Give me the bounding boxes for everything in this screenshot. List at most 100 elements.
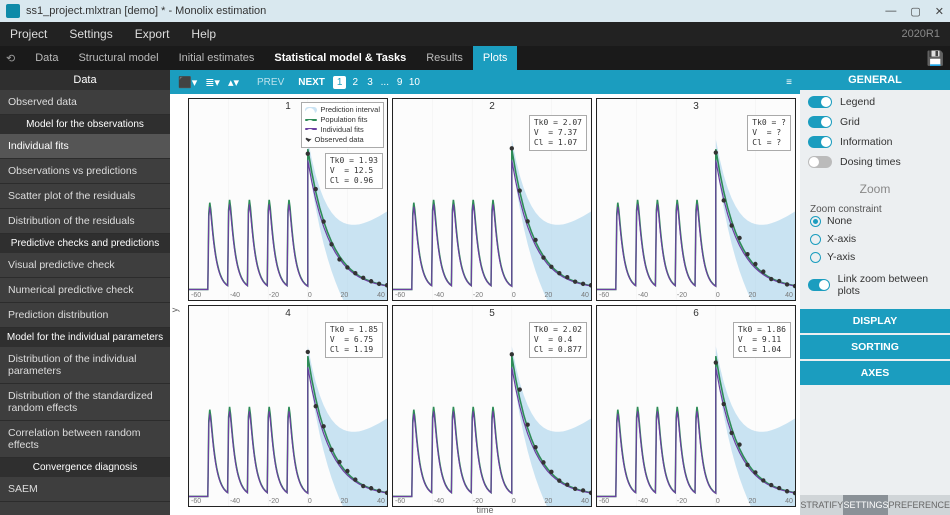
radio-label-y-axis: Y-axis: [827, 251, 855, 263]
radio-x-axis[interactable]: [810, 234, 821, 245]
hamburger-icon[interactable]: ≡: [786, 77, 792, 88]
radio-none[interactable]: [810, 216, 821, 227]
menu-export[interactable]: Export: [135, 27, 170, 41]
save-icon[interactable]: 💾: [927, 50, 944, 67]
sidebar-item-correlation-between-random-effects[interactable]: Correlation between random effects: [0, 421, 170, 458]
plot-info-box: Tk0 = 2.02 V = 0.4 Cl = 0.877: [529, 322, 587, 358]
sidebar-item-distribution-of-the-residuals[interactable]: Distribution of the residuals: [0, 209, 170, 234]
x-ticks: -60-40-2002040: [597, 292, 795, 299]
settings-general-header: GENERAL: [800, 70, 950, 90]
plot-panel-1[interactable]: 1Tk0 = 1.93 V = 12.5 Cl = 0.96Prediction…: [188, 98, 388, 301]
app-icon: [6, 4, 20, 18]
toggle-legend[interactable]: [808, 96, 832, 108]
section-axes[interactable]: AXES: [800, 361, 950, 385]
tab-data[interactable]: Data: [25, 46, 68, 70]
sidebar-item-distribution-of-the-individual-parameters[interactable]: Distribution of the individual parameter…: [0, 347, 170, 384]
list-icon[interactable]: ≣▾: [205, 76, 220, 89]
bottom-tabs: STRATIFY SETTINGS PREFERENCE: [800, 495, 950, 515]
back-icon[interactable]: ⟲: [6, 52, 15, 65]
sidebar-item-distribution-of-the-standardized-random-effects[interactable]: Distribution of the standardized random …: [0, 384, 170, 421]
plot-title: 5: [489, 308, 495, 319]
sidebar-item-saem[interactable]: SAEM: [0, 477, 170, 502]
plot-toolbar: ⬛▾ ≣▾ ▴▾ PREV NEXT 1 2 3 ... 9 10 ≡: [170, 70, 800, 94]
toggle-label-information: Information: [840, 136, 893, 148]
toggle-information[interactable]: [808, 136, 832, 148]
sidebar-cat-predictive-checks-and-predictions: Predictive checks and predictions: [0, 234, 170, 253]
plot-area: ⬛▾ ≣▾ ▴▾ PREV NEXT 1 2 3 ... 9 10 ≡ y ti…: [170, 70, 800, 515]
x-ticks: -60-40-2002040: [189, 292, 387, 299]
window-title: ss1_project.mlxtran [demo] * - Monolix e…: [26, 5, 266, 17]
plot-info-box: Tk0 = 2.07 V = 7.37 Cl = 1.07: [529, 115, 587, 151]
plot-panel-6[interactable]: 6Tk0 = 1.86 V = 9.11 Cl = 1.04-60-40-200…: [596, 305, 796, 508]
page-2[interactable]: 2: [349, 77, 361, 88]
zoom-header: Zoom: [800, 174, 950, 204]
tab-initial-estimates[interactable]: Initial estimates: [169, 46, 265, 70]
tab-structural-model[interactable]: Structural model: [68, 46, 168, 70]
x-ticks: -60-40-2002040: [189, 498, 387, 505]
sidebar-item-numerical-predictive-check[interactable]: Numerical predictive check: [0, 278, 170, 303]
radio-label-none: None: [827, 215, 852, 227]
plot-info-box: Tk0 = ? V = ? Cl = ?: [747, 115, 791, 151]
plot-legend: Prediction intervalPopulation fitsIndivi…: [301, 102, 384, 148]
page-9[interactable]: 9: [394, 77, 406, 88]
page-10[interactable]: 10: [408, 77, 420, 88]
layout-icon[interactable]: ⬛▾: [178, 76, 197, 89]
x-ticks: -60-40-2002040: [393, 292, 591, 299]
prev-button[interactable]: PREV: [257, 77, 284, 88]
tab-results[interactable]: Results: [416, 46, 473, 70]
plot-info-box: Tk0 = 1.85 V = 6.75 Cl = 1.19: [325, 322, 383, 358]
sidebar-item-prediction-distribution[interactable]: Prediction distribution: [0, 303, 170, 328]
plot-panel-2[interactable]: 2 Tk0 = 2.07 V = 7.37 Cl = 1.07 -60-40-200…: [392, 98, 592, 301]
brand-label: 2020R1: [901, 28, 940, 40]
menu-project[interactable]: Project: [10, 27, 47, 41]
plot-grid: y time 1Tk0 = 1.93 V = 12.5 Cl = 0.96Pre…: [170, 94, 800, 515]
plot-panel-5[interactable]: 5Tk0 = 2.02 V = 0.4 Cl = 0.877-60-40-200…: [392, 305, 592, 508]
page-...: ...: [379, 77, 391, 88]
sidebar-item-observed-data[interactable]: Observed data: [0, 90, 170, 115]
plot-info-box: Tk0 = 1.86 V = 9.11 Cl = 1.04: [733, 322, 791, 358]
settings-panel: GENERAL Legend Grid Information Dosing time…: [800, 70, 950, 515]
minimize-button[interactable]: —: [885, 5, 896, 18]
zoom-constraint-label: Zoom constraint: [800, 204, 950, 215]
tab-preference[interactable]: PREFERENCE: [888, 495, 950, 515]
page-1[interactable]: 1: [333, 76, 347, 89]
toggle-dosing-times[interactable]: [808, 156, 832, 168]
toggle-label-legend: Legend: [840, 96, 875, 108]
sidebar-item-individual-fits[interactable]: Individual fits: [0, 134, 170, 159]
close-button[interactable]: ✕: [935, 5, 944, 18]
menu-settings[interactable]: Settings: [69, 27, 112, 41]
plot-title: 2: [489, 101, 495, 112]
menu-help[interactable]: Help: [191, 27, 216, 41]
link-zoom-toggle[interactable]: [808, 279, 830, 291]
titlebar: ss1_project.mlxtran [demo] * - Monolix e…: [0, 0, 950, 22]
sidebar-cat-convergence-diagnosis: Convergence diagnosis: [0, 458, 170, 477]
tab-stratify[interactable]: STRATIFY: [800, 495, 843, 515]
plot-panel-3[interactable]: 3Tk0 = ? V = ? Cl = ?-60-40-2002040: [596, 98, 796, 301]
tab-stat-model[interactable]: Statistical model & Tasks: [264, 46, 416, 70]
page-3[interactable]: 3: [364, 77, 376, 88]
next-button[interactable]: NEXT: [298, 77, 325, 88]
toggle-label-grid: Grid: [840, 116, 860, 128]
tab-settings-bottom[interactable]: SETTINGS: [843, 495, 888, 515]
section-display[interactable]: DISPLAY: [800, 309, 950, 333]
nav-tabs: ⟲ Data Structural model Initial estimate…: [0, 46, 950, 70]
plot-panel-4[interactable]: 4 Tk0 = 1.85 V = 6.75 Cl = 1.19 -60-40-200…: [188, 305, 388, 508]
sidebar-item-visual-predictive-check[interactable]: Visual predictive check: [0, 253, 170, 278]
sidebar-cat-model-for-the-observations: Model for the observations: [0, 115, 170, 134]
maximize-button[interactable]: ▢: [910, 5, 920, 18]
tab-plots[interactable]: Plots: [473, 46, 517, 70]
toggle-label-dosing-times: Dosing times: [840, 156, 901, 168]
sidebar-item-observations-vs-predictions[interactable]: Observations vs predictions: [0, 159, 170, 184]
sidebar: Data Observed dataModel for the observat…: [0, 70, 170, 515]
plot-title: 4: [285, 308, 291, 319]
toggle-grid[interactable]: [808, 116, 832, 128]
radio-y-axis[interactable]: [810, 252, 821, 263]
section-sorting[interactable]: SORTING: [800, 335, 950, 359]
y-axis-label: y: [169, 307, 179, 312]
ascending-sort-icon[interactable]: ▴▾: [228, 76, 239, 89]
link-zoom-label: Link zoom between plots: [838, 273, 942, 297]
sidebar-item-scatter-plot-of-the-residuals[interactable]: Scatter plot of the residuals: [0, 184, 170, 209]
plot-info-box: Tk0 = 1.93 V = 12.5 Cl = 0.96: [325, 153, 383, 189]
sidebar-header: Data: [0, 70, 170, 90]
plot-title: 6: [693, 308, 699, 319]
